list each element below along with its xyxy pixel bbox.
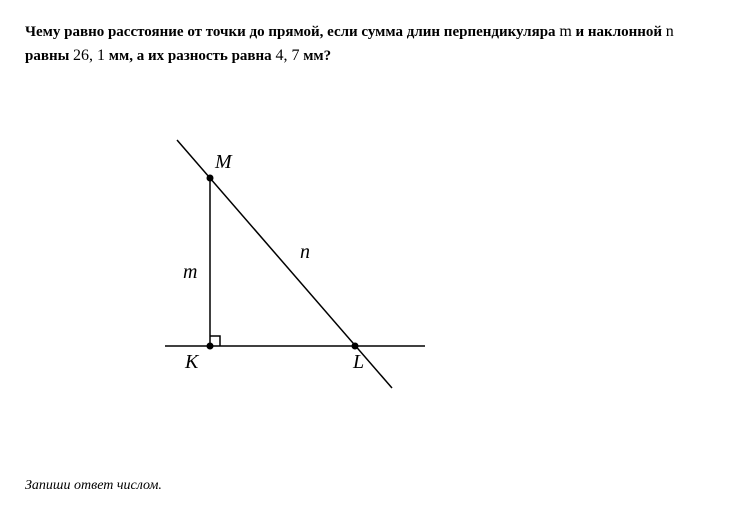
question-part5: мм? xyxy=(299,48,331,64)
question-text: Чему равно расстояние от точки до прямой… xyxy=(25,20,707,68)
geometry-diagram: M K L m n xyxy=(115,128,707,408)
label-edge-n: n xyxy=(300,241,310,263)
diagram-svg: M K L m n xyxy=(115,128,435,408)
point-m xyxy=(207,175,214,182)
label-k-point: K xyxy=(184,351,200,373)
point-k xyxy=(207,343,214,350)
answer-hint: Запиши ответ числом. xyxy=(25,478,707,494)
question-part3: равны xyxy=(25,48,73,64)
val2: 4, 7 xyxy=(275,47,299,64)
var-n: n xyxy=(666,23,674,40)
question-part4: мм, а их разность равна xyxy=(105,48,275,64)
point-l xyxy=(352,343,359,350)
var-m: m xyxy=(559,23,571,40)
question-part1: Чему равно расстояние от точки до прямой… xyxy=(25,24,559,40)
label-edge-m: m xyxy=(183,261,197,283)
val1: 26, 1 xyxy=(73,47,105,64)
label-m-point: M xyxy=(214,151,233,173)
label-l-point: L xyxy=(352,351,364,373)
question-part2: и наклонной xyxy=(572,24,666,40)
